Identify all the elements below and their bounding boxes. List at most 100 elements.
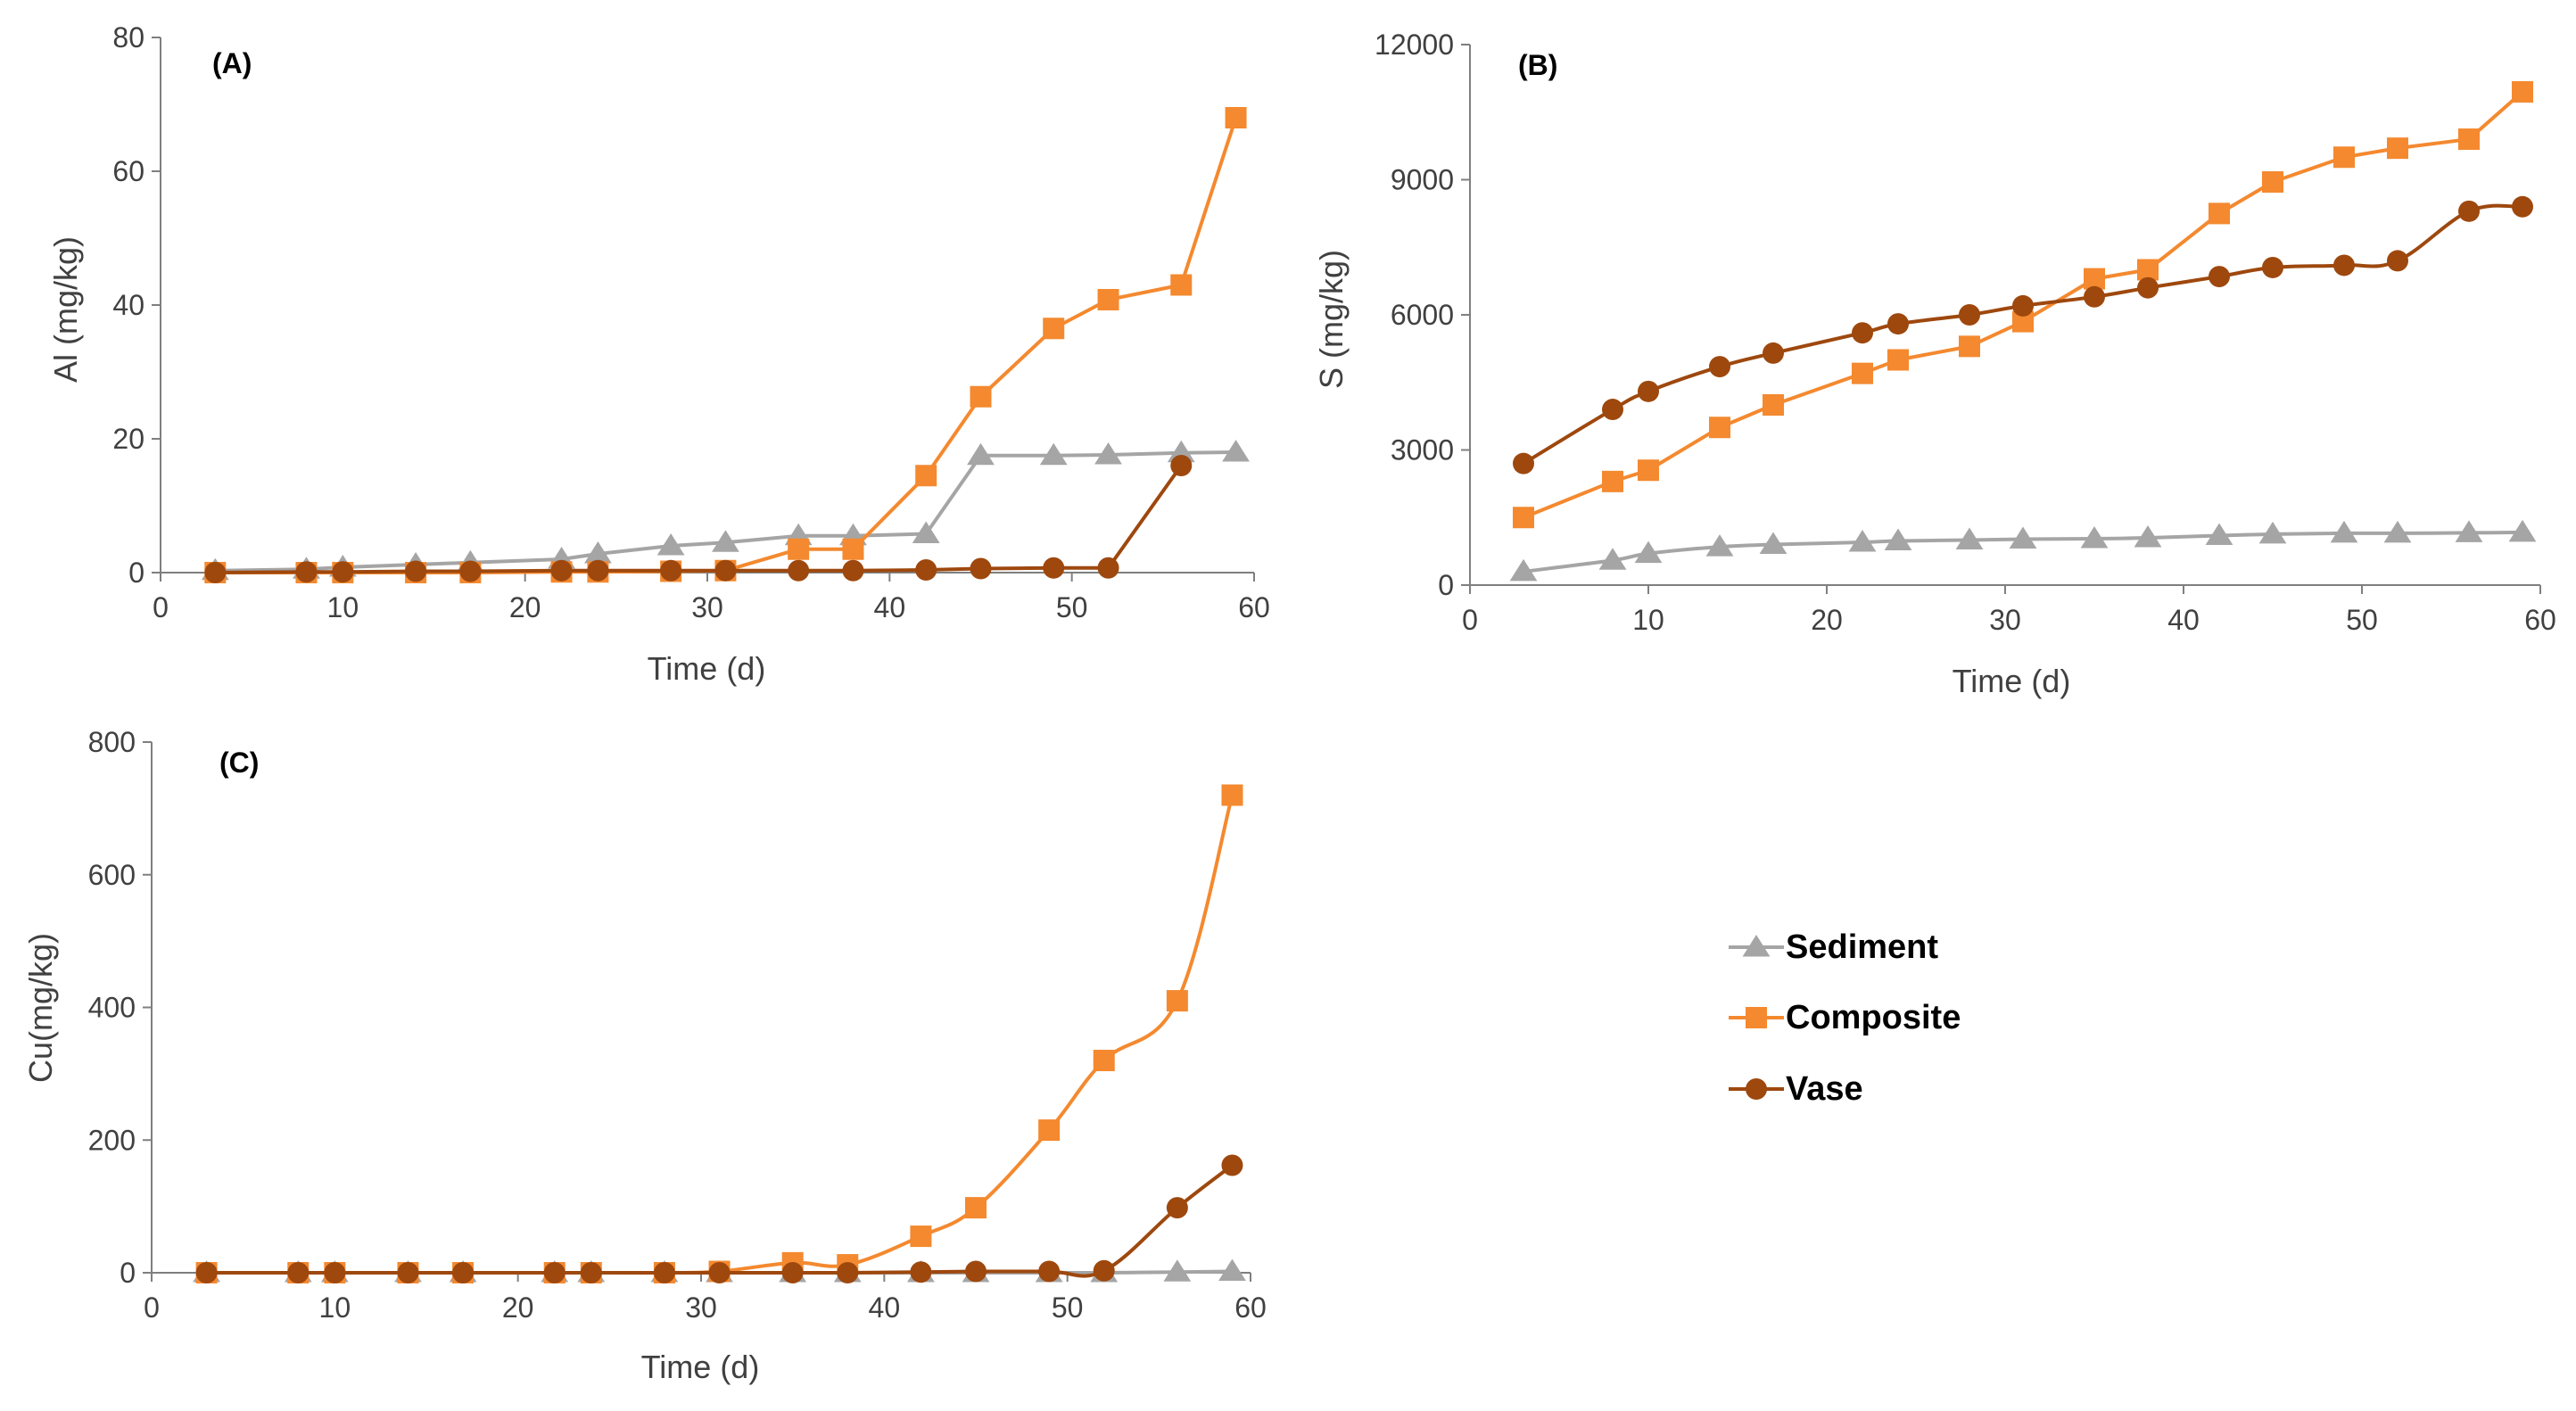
panel-b-sediment-point bbox=[1598, 548, 1627, 570]
panel-a-plot: 0 10 20 30 40 50 60 0 20 40 60 80 bbox=[112, 21, 1269, 623]
panel-a-sediment-point bbox=[1167, 440, 1195, 463]
panel-c-composite-line bbox=[206, 794, 1234, 1275]
panel-c-vase-point bbox=[287, 1262, 310, 1283]
panel-a-sediment-point bbox=[1039, 442, 1068, 466]
panel-a-vase-point bbox=[788, 559, 810, 582]
panel-a-xtick-label: 60 bbox=[1238, 591, 1270, 623]
panel-c-vase-point bbox=[837, 1262, 859, 1283]
panel-b-composite-point bbox=[1513, 507, 1534, 529]
panel-a-sediment-point bbox=[1094, 442, 1122, 465]
panel-c-ytick-label: 0 bbox=[120, 1257, 136, 1289]
panel-a-composite-point bbox=[1170, 274, 1193, 296]
legend-sample-sediment bbox=[1729, 935, 1784, 957]
panel-c-vase-point bbox=[324, 1262, 346, 1283]
panel-a-composite-point bbox=[1043, 318, 1065, 340]
panel-a-vase-point bbox=[1170, 455, 1193, 476]
panel-b-sediment-point bbox=[1634, 540, 1663, 564]
panel-a-ytick-label: 20 bbox=[112, 423, 144, 455]
panel-a-ytick-label: 80 bbox=[112, 21, 144, 54]
panel-b-vase-point bbox=[1763, 342, 1784, 364]
panel-b-composite-point bbox=[2512, 81, 2533, 103]
panel-c-vase-point bbox=[397, 1262, 419, 1283]
panel-c-vase-point bbox=[1038, 1260, 1061, 1283]
panel-b-vase-point bbox=[1513, 452, 1534, 474]
panel-c-ytick-label: 400 bbox=[88, 992, 136, 1024]
panel-b-sediment-point bbox=[1848, 530, 1877, 552]
panel-a-composite-line bbox=[215, 117, 1238, 574]
panel-a-xtick-label: 0 bbox=[153, 591, 169, 623]
panel-b-title: (B) bbox=[1518, 49, 1557, 81]
panel-a-sediment-point bbox=[712, 530, 739, 552]
panel-b-xlabel: Time (d) bbox=[1953, 663, 2071, 699]
legend-sediment-marker bbox=[1742, 935, 1771, 957]
panel-a-vase-point bbox=[587, 559, 609, 582]
panel-a: (A) Time (d) Al (mg/kg) 0 10 20 30 40 50 60 0 20… bbox=[47, 21, 1270, 687]
panel-b-sediment-point bbox=[2455, 520, 2483, 542]
panel-b-sediment-point bbox=[1509, 558, 1538, 582]
panel-b-vase-point bbox=[2012, 294, 2034, 317]
panel-a-vase-point bbox=[550, 559, 573, 582]
panel-c-vase-point bbox=[452, 1262, 475, 1283]
panel-b-composite-point bbox=[1887, 349, 1909, 371]
panel-b-sediment-point bbox=[2508, 519, 2537, 542]
panel-b-composite-point bbox=[1763, 394, 1784, 416]
panel-b-vase-point bbox=[1887, 313, 1909, 335]
panel-a-vase-point bbox=[204, 562, 227, 583]
panel-a-series-sediment bbox=[201, 440, 1250, 581]
panel-c-composite-point bbox=[1166, 990, 1188, 1012]
panel-a-vase-point bbox=[842, 559, 864, 582]
panel-c-vase-point bbox=[1166, 1197, 1188, 1219]
panel-b-xtick-label: 40 bbox=[2167, 604, 2200, 636]
panel-c-vase-point bbox=[1093, 1259, 1115, 1282]
panel-a-vase-point bbox=[714, 559, 737, 582]
panel-b-sediment-point bbox=[2383, 520, 2412, 543]
panel-c-composite-point bbox=[1038, 1119, 1061, 1142]
panel-b-vase-point bbox=[2458, 200, 2480, 222]
panel-c-vase-point bbox=[965, 1260, 987, 1283]
panel-b-sediment-point bbox=[2080, 525, 2109, 549]
legend-item-vase: Vase bbox=[1729, 1070, 1863, 1108]
panel-b-sediment-point bbox=[2009, 526, 2037, 549]
panel-a-xtick-label: 10 bbox=[327, 591, 359, 623]
panel-b-xtick-label: 20 bbox=[1811, 604, 1843, 636]
panel-b-series-composite bbox=[1513, 81, 2533, 529]
legend-composite-marker bbox=[1746, 1007, 1767, 1028]
panel-b-composite-point bbox=[1638, 459, 1659, 482]
panel-b-composite-point bbox=[2209, 202, 2230, 225]
panel-a-xtick-label: 30 bbox=[691, 591, 723, 623]
panel-c-xtick-label: 0 bbox=[144, 1291, 160, 1324]
legend-item-composite: Composite bbox=[1729, 999, 1961, 1036]
panel-b-sediment-point bbox=[2330, 520, 2358, 543]
panel-c-series-composite bbox=[195, 784, 1243, 1283]
legend: Sediment Composite Vase bbox=[1729, 928, 1961, 1108]
panel-c-vase-point bbox=[1221, 1154, 1243, 1176]
panel-a-composite-point bbox=[788, 538, 810, 560]
panel-b-ytick-label: 9000 bbox=[1391, 164, 1454, 196]
panel-a-vase-point bbox=[295, 561, 318, 583]
panel-a-ytick-label: 60 bbox=[112, 155, 144, 187]
panel-a-vase-point bbox=[332, 561, 354, 583]
panel-a-title: (A) bbox=[212, 47, 252, 79]
panel-b-composite-point bbox=[1602, 470, 1623, 492]
panel-b-composite-point bbox=[1959, 335, 1980, 358]
panel-c-xtick-label: 30 bbox=[685, 1291, 717, 1324]
panel-b-sediment-point bbox=[1955, 527, 1984, 549]
panel-b-composite-point bbox=[1852, 362, 1873, 384]
panel-a-composite-point bbox=[842, 538, 864, 560]
panel-a-ytick-label: 0 bbox=[128, 557, 144, 589]
legend-label-vase: Vase bbox=[1786, 1070, 1863, 1108]
panel-b-sediment-point bbox=[2205, 523, 2233, 545]
panel-b-ytick-label: 6000 bbox=[1391, 299, 1454, 331]
panel-a-series-vase bbox=[204, 455, 1193, 583]
panel-b-series-sediment bbox=[1509, 519, 2537, 582]
panel-a-ylabel: Al (mg/kg) bbox=[47, 236, 84, 383]
panel-c-ytick-label: 600 bbox=[88, 859, 136, 891]
panel-b-vase-point bbox=[1602, 399, 1623, 421]
panel-a-composite-point bbox=[915, 465, 937, 487]
panel-c-ytick-label: 800 bbox=[88, 726, 136, 758]
legend-label-composite: Composite bbox=[1786, 999, 1961, 1036]
panel-a-vase-point bbox=[1097, 557, 1119, 579]
legend-item-sediment: Sediment bbox=[1729, 928, 1938, 966]
